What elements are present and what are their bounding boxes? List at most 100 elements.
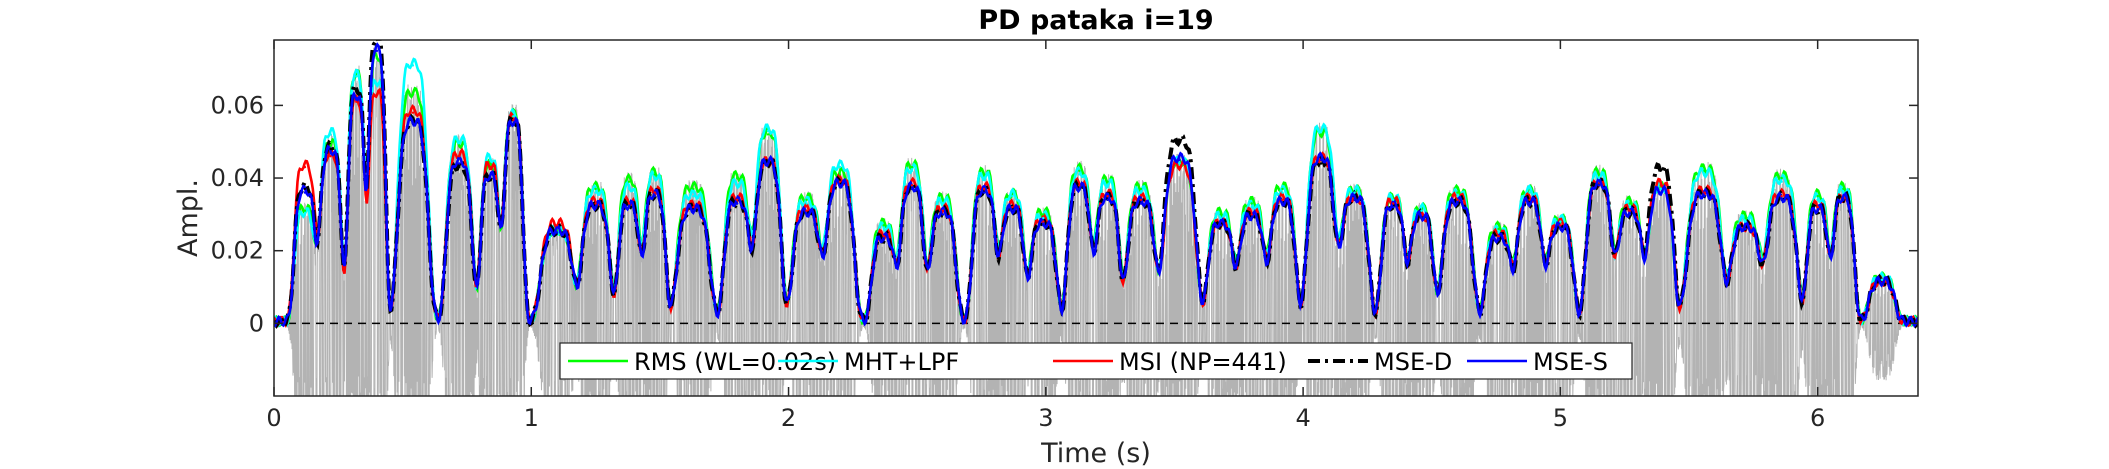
peak-point-msi bbox=[882, 235, 885, 238]
peak-point-mht-lpf bbox=[1250, 205, 1253, 209]
peak-point-mse-s bbox=[735, 202, 739, 205]
peak-point-mht-lpf bbox=[1528, 191, 1531, 194]
peak-point-msi bbox=[1042, 220, 1045, 223]
peak-point-mht-lpf bbox=[1703, 173, 1706, 176]
peak-point-rms bbox=[910, 165, 914, 169]
peak-point-mht-lpf bbox=[692, 195, 695, 198]
peak-point-mse-s bbox=[1842, 198, 1845, 201]
peak-point-msi bbox=[982, 187, 986, 191]
peak-point-mht-lpf bbox=[1456, 195, 1459, 198]
peak-point-mht-lpf bbox=[1744, 220, 1747, 223]
peak-point-rms bbox=[982, 173, 986, 176]
peak-point-rms bbox=[1842, 187, 1845, 191]
peak-point-mht-lpf bbox=[1139, 191, 1143, 194]
peak-point-mse-d bbox=[1319, 162, 1323, 165]
peak-point-rms bbox=[1456, 191, 1459, 194]
peak-point-mht-lpf bbox=[1106, 184, 1109, 187]
peak-point-rms bbox=[1219, 213, 1223, 216]
peak-point-msi bbox=[1497, 235, 1500, 238]
peak-point-mht-lpf bbox=[1628, 205, 1632, 209]
peak-point-mht-lpf bbox=[1392, 198, 1395, 201]
peak-point-mse-s bbox=[1780, 198, 1783, 201]
peak-point-mht-lpf bbox=[653, 176, 656, 180]
peak-point-msi bbox=[512, 118, 515, 122]
peak-point-mht-lpf bbox=[1497, 231, 1500, 234]
peak-point-mht-lpf bbox=[1880, 278, 1884, 281]
peak-point-mse-s bbox=[1219, 224, 1223, 227]
peak-point-mse-s bbox=[1353, 198, 1356, 201]
x-tick-label: 5 bbox=[1553, 404, 1568, 432]
peak-point-mse-s bbox=[805, 213, 808, 216]
peak-point-mse-s bbox=[458, 162, 461, 165]
peak-point-rms bbox=[838, 173, 842, 176]
peak-point-rms bbox=[1319, 133, 1323, 136]
peak-point-mse-d bbox=[329, 147, 332, 151]
peak-point-rms bbox=[1250, 202, 1253, 205]
peak-point-mht-lpf bbox=[1842, 191, 1845, 194]
peak-point-mht-lpf bbox=[627, 187, 631, 191]
legend-box bbox=[559, 342, 1633, 380]
peak-point-msi bbox=[411, 111, 415, 114]
peak-point-msi bbox=[303, 165, 307, 169]
peak-point-msi bbox=[941, 209, 945, 212]
peak-point-rms bbox=[1078, 169, 1081, 172]
peak-point-mht-lpf bbox=[838, 165, 842, 169]
peak-point-mht-lpf bbox=[1420, 209, 1423, 212]
legend: RMS (WL=0.02s) MHT+LPF MSI (NP=441) MSE-D MS… bbox=[559, 342, 1633, 380]
peak-point-mse-s bbox=[355, 96, 358, 100]
peak-point-mse-s bbox=[1250, 216, 1253, 220]
peak-point-mht-lpf bbox=[910, 169, 914, 172]
peak-point-mse-s bbox=[1042, 224, 1045, 227]
peak-point-rms bbox=[1042, 213, 1045, 216]
peak-point-mht-lpf bbox=[1659, 187, 1662, 191]
peak-point-rms bbox=[1703, 169, 1706, 172]
peak-point-mse-s bbox=[1528, 202, 1531, 205]
legend-label-mse-d: MSE-D bbox=[1374, 348, 1452, 376]
axis-ticks: 0 1 2 3 4 5 6 0 0.02 0.04 0.06 bbox=[211, 40, 1918, 432]
peak-point-rms bbox=[303, 209, 307, 212]
peak-point-msi bbox=[1250, 213, 1253, 216]
peak-point-mht-lpf bbox=[1780, 180, 1783, 183]
peak-point-msi bbox=[1178, 165, 1181, 169]
peak-point-rms bbox=[1106, 180, 1109, 183]
peak-point-mse-s bbox=[594, 205, 597, 209]
peak-point-mse-s bbox=[1281, 202, 1284, 205]
peak-point-mht-lpf bbox=[1816, 198, 1819, 201]
peak-point-mse-s bbox=[1744, 227, 1747, 231]
x-tick-label: 0 bbox=[266, 404, 281, 432]
peak-point-mse-d bbox=[1178, 140, 1181, 143]
peak-point-rms bbox=[1497, 227, 1500, 231]
peak-point-mse-s bbox=[910, 187, 914, 191]
peak-point-mse-s bbox=[1456, 202, 1459, 205]
peak-point-rms bbox=[805, 198, 808, 201]
peak-point-mse-s bbox=[1559, 227, 1562, 231]
series-lines bbox=[274, 40, 1918, 329]
peak-point-msi bbox=[735, 198, 739, 201]
legend-label-mht-lpf: MHT+LPF bbox=[844, 348, 959, 376]
peak-point-mse-s bbox=[488, 176, 492, 180]
background-waveform bbox=[274, 47, 1918, 396]
peak-point-mht-lpf bbox=[1042, 216, 1045, 220]
peak-point-rms bbox=[329, 144, 332, 147]
peak-point-mse-s bbox=[411, 122, 415, 125]
peak-point-msi bbox=[1456, 198, 1459, 201]
x-tick-label: 2 bbox=[781, 404, 796, 432]
peak-point-mht-lpf bbox=[329, 133, 332, 136]
x-tick-label: 6 bbox=[1810, 404, 1825, 432]
peak-point-msi bbox=[355, 100, 358, 104]
peak-point-mse-s bbox=[1703, 195, 1706, 198]
peak-point-mse-s bbox=[692, 209, 695, 212]
peak-point-mse-d bbox=[1659, 169, 1662, 172]
peak-point-mht-lpf bbox=[1597, 176, 1601, 180]
peak-point-mse-s bbox=[555, 231, 559, 234]
peak-point-mht-lpf bbox=[1078, 173, 1081, 176]
peak-point-mse-s bbox=[1628, 213, 1632, 216]
peak-point-mse-s bbox=[1078, 187, 1081, 191]
x-tick-label: 4 bbox=[1295, 404, 1310, 432]
peak-point-rms bbox=[1597, 173, 1601, 176]
peak-point-mse-s bbox=[1597, 184, 1601, 187]
peak-point-msi bbox=[488, 165, 492, 169]
peak-point-mht-lpf bbox=[411, 64, 415, 67]
peak-point-mse-s bbox=[1420, 216, 1423, 220]
